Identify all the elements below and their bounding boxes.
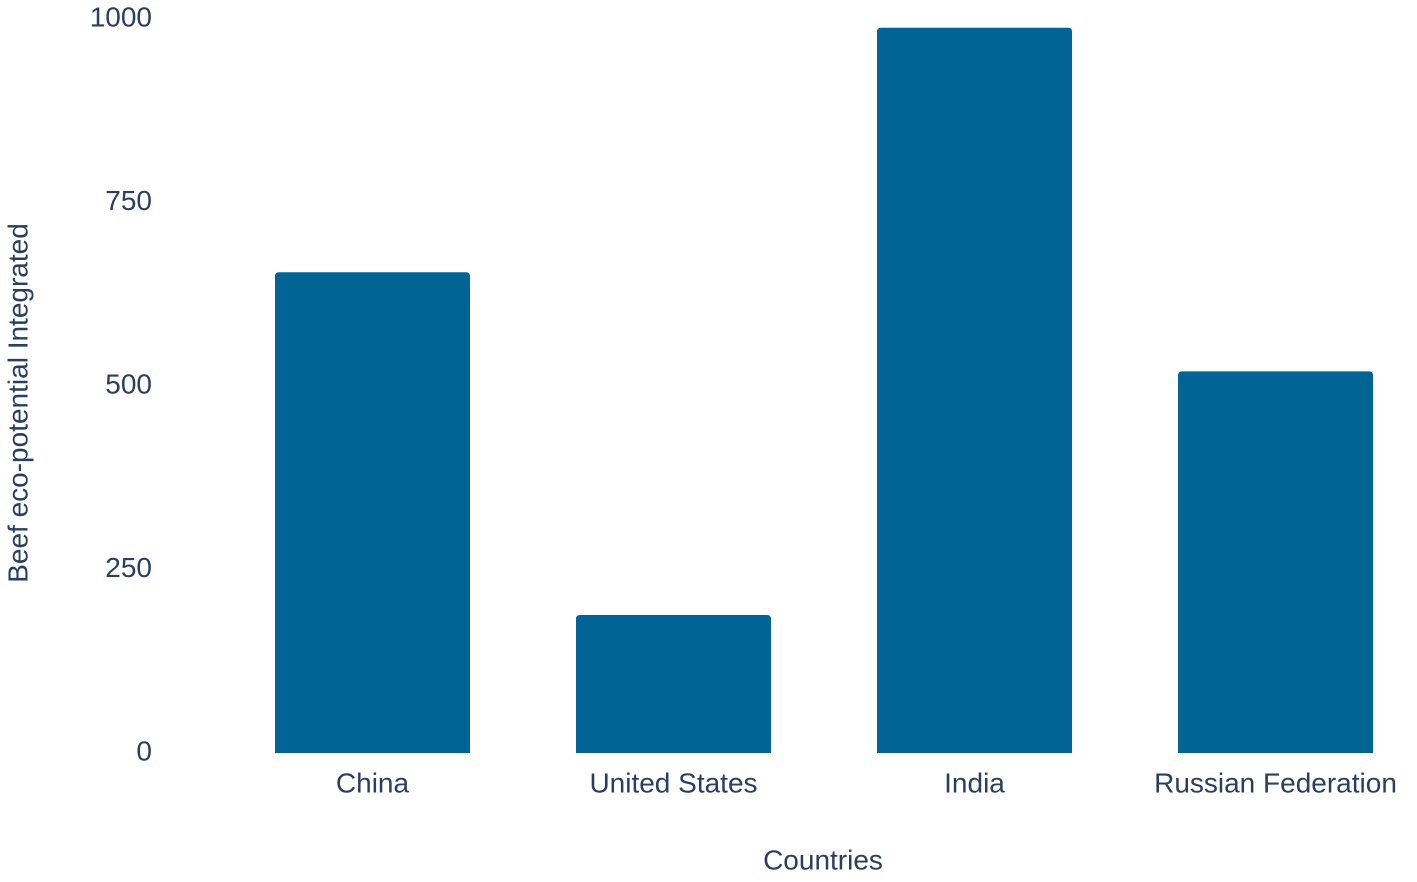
y-tick-label: 0 [136,735,152,766]
x-axis-title: Countries [763,844,883,875]
x-tick-label: China [336,767,410,798]
y-axis-title: Beef eco-potential Integrated [2,223,33,583]
bar [576,615,771,753]
y-tick-label: 250 [105,552,152,583]
x-tick-label: United States [589,767,757,798]
y-tick-label: 750 [105,185,152,216]
x-tick-label: India [944,767,1005,798]
bar [275,272,470,753]
bar [877,27,1072,754]
y-tick-label: 1000 [90,1,152,32]
bar [1178,371,1373,753]
y-tick-label: 500 [105,368,152,399]
x-tick-label: Russian Federation [1154,767,1397,798]
